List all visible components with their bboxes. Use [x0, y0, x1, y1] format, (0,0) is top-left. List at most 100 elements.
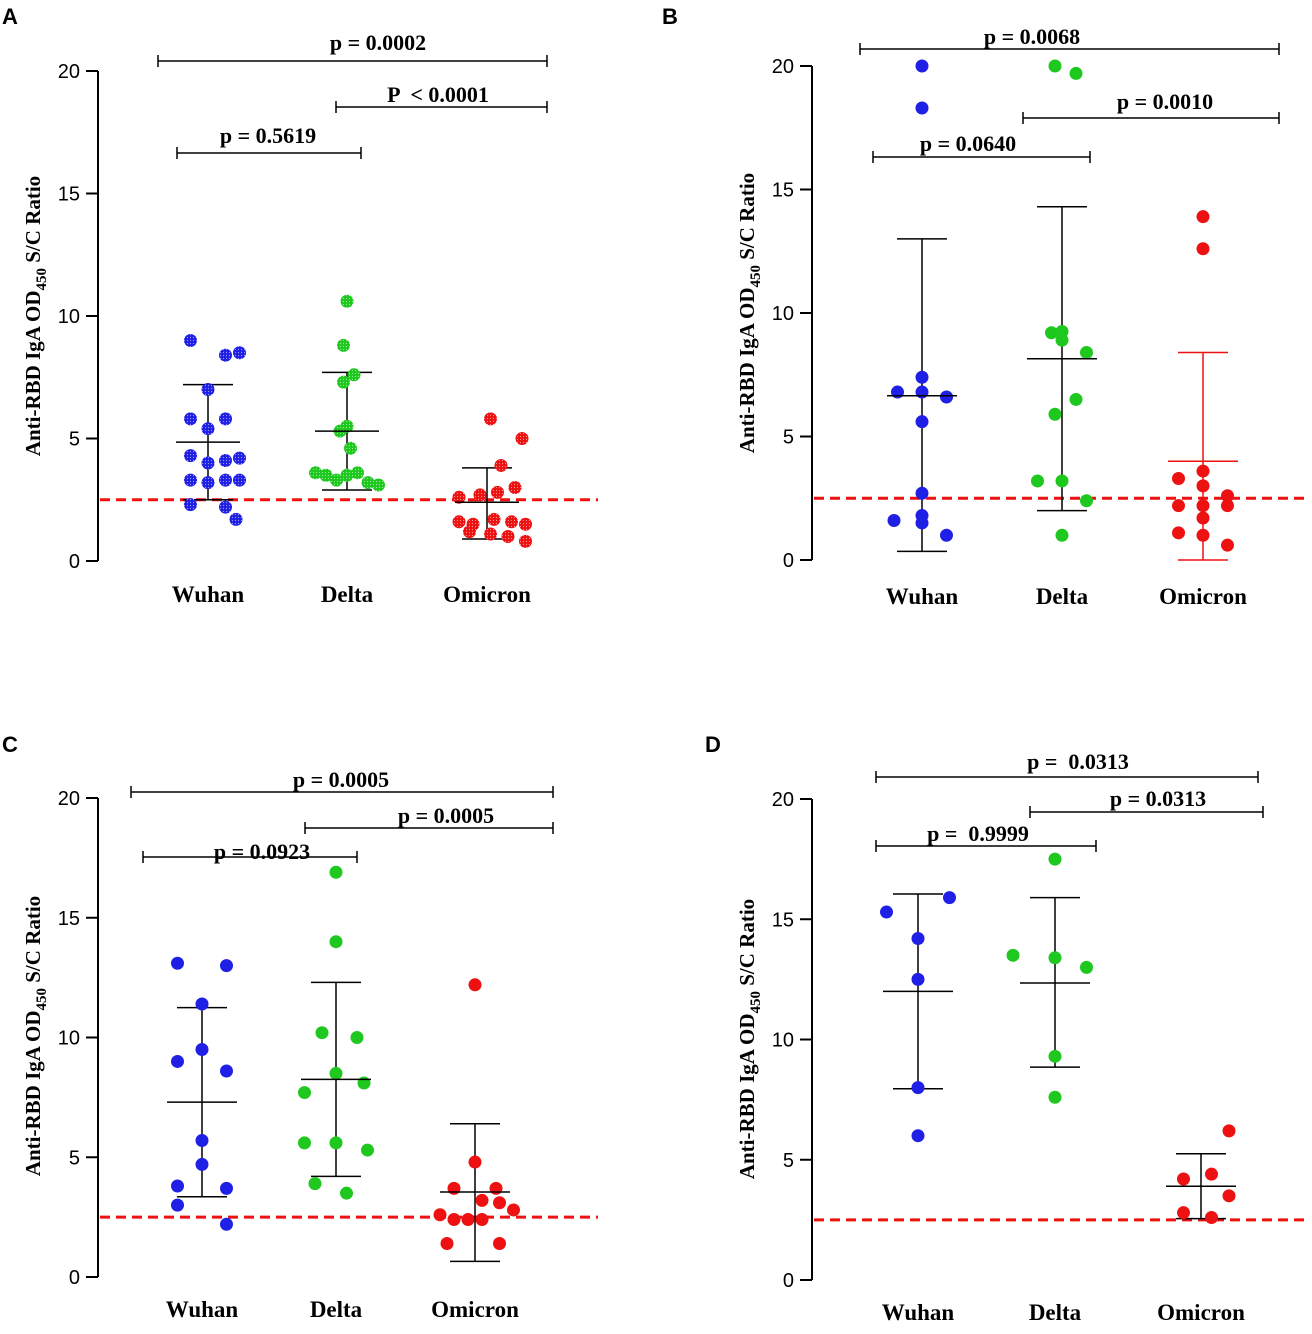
data-point	[337, 375, 350, 389]
data-point	[1048, 407, 1062, 421]
data-point	[1048, 1049, 1062, 1063]
data-point	[447, 1213, 461, 1227]
y-tick-label: 0	[783, 1270, 794, 1292]
x-category-label: Omicron	[1159, 584, 1247, 609]
data-point	[493, 1196, 506, 1210]
y-axis-label-tail: S/C Ratio	[21, 896, 45, 988]
data-point	[344, 441, 357, 455]
data-point	[184, 473, 197, 487]
y-tick-label: 15	[58, 184, 80, 206]
p-value-label: p = 0.0640	[920, 131, 1016, 156]
data-point	[309, 466, 322, 480]
p-value-label: p = 0.0068	[984, 24, 1080, 49]
data-point	[915, 415, 929, 429]
y-axis-label-main: Anti-RBD IgA OD	[21, 1011, 45, 1177]
data-point	[1196, 528, 1210, 542]
data-point	[1069, 66, 1083, 80]
data-point	[1172, 471, 1185, 485]
p-value-label: p = 0.0923	[214, 839, 310, 864]
y-tick-label: 5	[783, 1150, 794, 1172]
y-tick-label: 5	[783, 427, 794, 449]
p-value-label: p = 0.0313	[1110, 786, 1206, 811]
data-point	[329, 865, 343, 879]
data-point	[911, 972, 925, 986]
data-point	[1048, 951, 1062, 965]
y-axis-label-tail: S/C Ratio	[21, 176, 45, 268]
panel-d: D 0 5 10 15 20 Anti-RBD IgA OD450 S/C Ratio Wuh…	[705, 732, 1310, 1325]
data-point	[195, 1157, 209, 1171]
p-value-label: p = 0.0313	[1027, 749, 1129, 774]
data-point	[219, 412, 232, 426]
data-point	[501, 530, 515, 543]
data-point	[915, 59, 929, 73]
data-point	[1205, 1210, 1218, 1224]
data-point	[1055, 474, 1069, 488]
y-axis-label-sub: 450	[34, 988, 50, 1011]
data-point	[219, 348, 232, 362]
data-point	[347, 368, 361, 382]
data-point	[1196, 499, 1210, 513]
data-point	[508, 481, 522, 494]
y-tick-label: 0	[69, 1267, 80, 1289]
data-point	[329, 935, 343, 949]
data-point	[1196, 511, 1210, 525]
data-point	[475, 1193, 489, 1207]
x-category-label: Wuhan	[172, 582, 245, 607]
data-point	[1069, 392, 1083, 406]
data-point	[1031, 474, 1044, 488]
data-point	[1221, 499, 1234, 513]
panel-c: C 0 5 10 15 20 Anti-RBD IgA OD450 S/C Ratio Wuh…	[2, 732, 598, 1322]
y-tick-label: 5	[69, 1147, 80, 1169]
data-point	[915, 516, 929, 530]
data-point	[340, 1186, 353, 1200]
data-point	[1080, 960, 1093, 974]
data-point	[361, 1143, 374, 1157]
p-value-label: p = 0.0010	[1117, 89, 1213, 114]
panel-b: B 0 5 10 15 20 Anti-RBD IgA OD450 S/C Ratio Wuh…	[662, 4, 1310, 609]
data-point	[940, 528, 953, 542]
data-point	[220, 959, 233, 973]
data-point	[1080, 346, 1093, 360]
data-point	[184, 412, 197, 426]
x-category-label: Wuhan	[166, 1297, 239, 1322]
data-point	[184, 449, 197, 463]
data-point	[1006, 948, 1020, 962]
data-point	[1177, 1172, 1190, 1186]
y-tick-label: 15	[58, 908, 80, 930]
x-category-label: Delta	[1029, 1300, 1082, 1325]
data-point	[519, 517, 532, 531]
data-point	[915, 370, 929, 384]
data-point	[505, 515, 518, 529]
p-value-label: p = 0.5619	[220, 123, 316, 148]
y-tick-label: 20	[58, 788, 80, 810]
data-point	[298, 1086, 311, 1100]
data-point	[195, 1042, 209, 1056]
y-tick-label: 0	[783, 550, 794, 572]
data-point	[1045, 326, 1058, 340]
data-point	[484, 412, 497, 426]
x-category-label: Wuhan	[882, 1300, 955, 1325]
data-point	[195, 997, 209, 1011]
data-point	[220, 1181, 233, 1195]
data-point	[519, 534, 532, 548]
data-point	[337, 338, 350, 352]
data-point	[229, 512, 243, 526]
data-point	[1196, 210, 1210, 224]
panel-letter: B	[662, 4, 678, 29]
y-axis-label-sub: 450	[748, 991, 764, 1014]
data-point	[1177, 1206, 1190, 1220]
data-point	[911, 1129, 925, 1143]
data-point	[943, 891, 956, 905]
data-point	[487, 512, 501, 526]
data-point	[484, 527, 497, 541]
data-point	[491, 485, 504, 499]
data-point	[361, 476, 375, 490]
y-tick-label: 15	[772, 909, 794, 931]
y-axis-label-main: Anti-RBD IgA OD	[735, 288, 759, 454]
data-point	[468, 978, 482, 992]
data-point	[915, 486, 929, 500]
data-point	[507, 1203, 520, 1217]
data-point	[171, 1054, 184, 1068]
